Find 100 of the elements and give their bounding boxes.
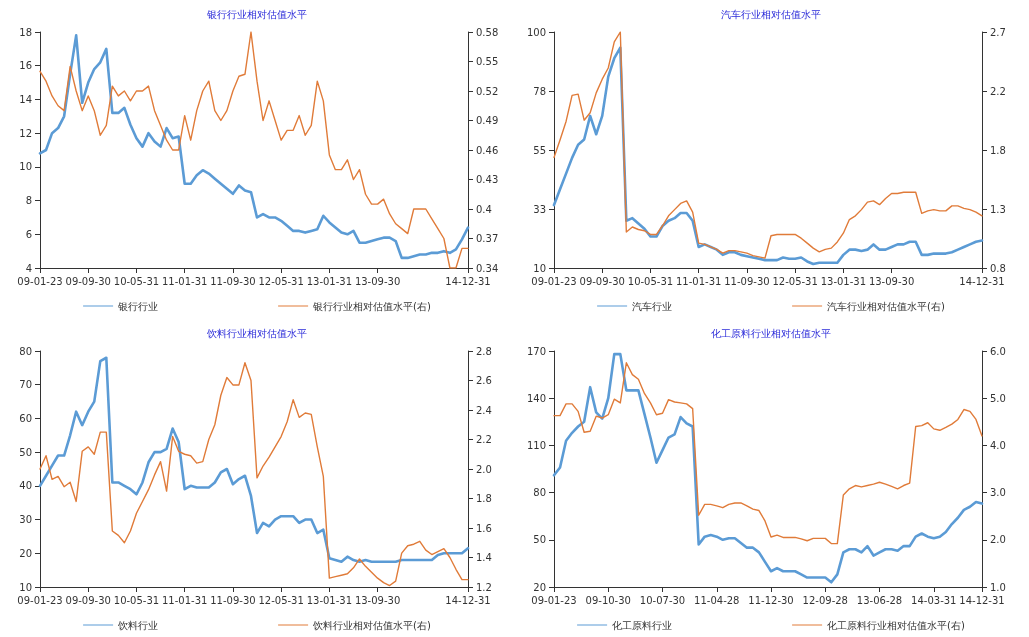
x-tick-label: 11-01-31 <box>675 275 722 287</box>
y2-tick-label: 1.2 <box>476 581 492 592</box>
y-tick-label: 18 <box>19 26 32 38</box>
x-tick-label: 12-05-31 <box>772 275 818 287</box>
y-tick-label: 50 <box>19 446 32 458</box>
y-tick-label: 12 <box>19 127 32 139</box>
y2-tick-label: 2.0 <box>476 463 492 474</box>
legend-label: 银行行业相对估值水平(右) <box>312 300 431 312</box>
y2-tick-label: 1.4 <box>476 551 492 563</box>
chart-title: 饮料行业相对估值水平 <box>206 327 307 338</box>
x-tick-label: 11-09-30 <box>210 594 256 605</box>
y2-tick-label: 1.0 <box>990 581 1006 592</box>
y2-tick-label: 4.0 <box>990 439 1006 451</box>
y-tick-label: 55 <box>533 144 546 156</box>
x-tick-label: 09-09-30 <box>579 275 625 287</box>
chart-title: 银行行业相对估值水平 <box>206 8 307 20</box>
y-tick-label: 14 <box>19 93 32 105</box>
y-tick-label: 140 <box>526 392 546 404</box>
y2-tick-label: 2.0 <box>990 533 1006 545</box>
legend-label: 汽车行业相对估值水平(右) <box>827 300 945 312</box>
y-tick-label: 80 <box>533 486 546 498</box>
y2-tick-label: 2.4 <box>476 404 492 415</box>
y-tick-label: 33 <box>533 203 546 215</box>
x-tick-label: 11-01-31 <box>161 594 208 605</box>
y-tick-label: 20 <box>19 547 32 559</box>
x-tick-label: 14-12-31 <box>445 594 491 605</box>
x-tick-label: 12-09-28 <box>802 594 848 605</box>
x-tick-label: 12-05-31 <box>258 594 304 605</box>
x-tick-label: 10-07-30 <box>639 594 686 605</box>
y2-tick-label: 0.8 <box>990 262 1006 274</box>
x-tick-label: 09-10-30 <box>585 594 631 605</box>
legend-label: 化工原料行业 <box>612 619 673 630</box>
x-tick-label: 13-09-30 <box>354 275 401 287</box>
y-tick-label: 8 <box>25 195 32 207</box>
legend-label: 饮料行业相对估值水平(右) <box>312 619 431 630</box>
y2-tick-label: 1.3 <box>990 203 1006 215</box>
x-tick-label: 14-12-31 <box>445 275 491 287</box>
y-tick-label: 80 <box>19 345 32 356</box>
y2-tick-label: 0.37 <box>476 233 499 244</box>
y-tick-label: 10 <box>19 161 32 173</box>
x-tick-label: 09-09-30 <box>65 594 111 605</box>
y2-tick-label: 0.49 <box>476 115 499 126</box>
y-tick-label: 60 <box>19 412 32 424</box>
y2-tick-label: 0.58 <box>476 26 499 38</box>
legend-label: 汽车行业 <box>632 300 673 312</box>
x-tick-label: 09-01-23 <box>531 275 577 287</box>
x-tick-label: 09-09-30 <box>65 275 111 287</box>
y2-tick-label: 0.46 <box>476 144 499 156</box>
x-tick-label: 13-06-28 <box>856 594 903 605</box>
x-tick-label: 11-12-30 <box>748 594 794 605</box>
x-tick-label: 11-04-28 <box>694 594 740 605</box>
y2-tick-label: 1.6 <box>476 522 492 533</box>
x-tick-label: 11-01-31 <box>161 275 208 287</box>
x-tick-label: 14-12-31 <box>959 594 1005 605</box>
y-tick-label: 170 <box>526 345 546 356</box>
y2-tick-label: 2.7 <box>990 26 1006 38</box>
y-tick-label: 30 <box>19 513 32 525</box>
y-tick-label: 70 <box>19 378 32 390</box>
x-tick-label: 11-09-30 <box>210 275 256 287</box>
legend-label: 化工原料行业相对估值水平(右) <box>827 619 965 630</box>
y2-tick-label: 2.6 <box>476 374 492 386</box>
y-tick-label: 50 <box>533 533 546 545</box>
y2-tick-label: 3.0 <box>990 486 1006 498</box>
x-tick-label: 14-03-31 <box>911 594 957 605</box>
y2-tick-label: 2.8 <box>476 345 492 356</box>
x-tick-label: 12-05-31 <box>258 275 304 287</box>
x-tick-label: 11-09-30 <box>724 275 770 287</box>
y2-tick-label: 0.55 <box>476 56 499 67</box>
y2-tick-label: 6.0 <box>990 345 1006 356</box>
x-tick-label: 10-05-31 <box>113 594 160 605</box>
y-tick-label: 4 <box>25 262 32 274</box>
chart-title: 化工原料行业相对估值水平 <box>711 327 831 338</box>
line-series <box>553 361 983 544</box>
y-tick-label: 40 <box>19 479 32 491</box>
y2-tick-label: 2.2 <box>476 433 492 445</box>
legend-label: 饮料行业 <box>117 619 159 630</box>
y2-tick-label: 0.52 <box>476 85 499 97</box>
y2-tick-label: 1.8 <box>476 492 492 504</box>
x-tick-label: 09-01-23 <box>17 275 63 287</box>
x-tick-label: 14-12-31 <box>959 275 1005 287</box>
y-tick-label: 10 <box>533 262 546 274</box>
y2-tick-label: 0.34 <box>476 262 499 274</box>
x-tick-label: 13-09-30 <box>868 275 915 287</box>
y2-tick-label: 5.0 <box>990 392 1006 404</box>
y-tick-label: 20 <box>533 581 546 592</box>
x-tick-label: 13-09-30 <box>354 594 401 605</box>
y-tick-label: 6 <box>25 228 32 240</box>
x-tick-label: 13-01-31 <box>306 275 353 287</box>
x-tick-label: 09-01-23 <box>531 594 577 605</box>
y2-tick-label: 2.2 <box>990 85 1006 97</box>
y-tick-label: 110 <box>526 439 546 451</box>
x-tick-label: 13-01-31 <box>306 594 353 605</box>
x-tick-label: 13-01-31 <box>820 275 867 287</box>
x-tick-label: 10-05-31 <box>627 275 674 287</box>
legend-label: 银行行业 <box>117 300 159 312</box>
y2-tick-label: 0.43 <box>476 174 499 185</box>
y-tick-label: 78 <box>533 85 546 97</box>
chart-title: 汽车行业相对估值水平 <box>721 8 821 20</box>
y-tick-label: 16 <box>19 60 32 72</box>
x-tick-label: 09-01-23 <box>17 594 63 605</box>
